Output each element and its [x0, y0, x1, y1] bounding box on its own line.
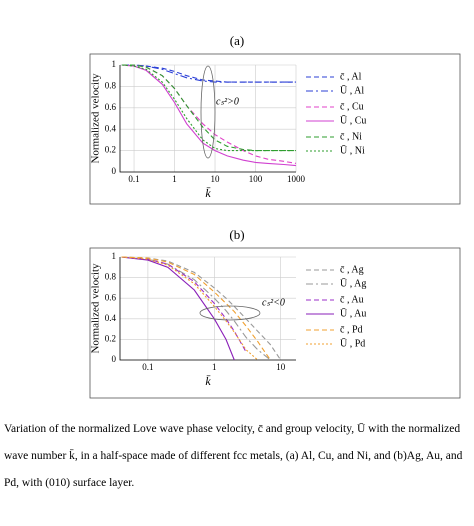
series-line: [121, 256, 259, 361]
y-tick-label: 1: [112, 59, 117, 69]
legend-label: c̄ , Ag: [340, 264, 364, 275]
legend-label: Ū , Pd: [340, 337, 365, 349]
series-line: [121, 64, 296, 83]
legend-label: Ū , Cu: [340, 114, 366, 126]
x-tick-label: 10: [276, 362, 286, 372]
legend-label: c̄ , Ni: [340, 131, 362, 142]
x-axis-label: k̄: [205, 186, 211, 200]
series-line: [121, 256, 247, 353]
y-tick-label: 0.8: [105, 80, 117, 90]
legend-label: Ū , Ag: [340, 277, 366, 289]
legend-label: Ū , Au: [340, 307, 366, 319]
y-tick-label: 0.6: [105, 102, 117, 112]
series-line: [121, 64, 297, 167]
legend-label: c̄ , Au: [340, 294, 364, 305]
caption: Variation of the normalized Love wave ph…: [4, 423, 463, 489]
x-tick-label: 0.1: [142, 362, 153, 372]
panel-frame: [89, 53, 461, 205]
y-tick-label: 0.2: [105, 145, 116, 155]
panel-label: (a): [230, 33, 244, 48]
y-tick-label: 0.4: [105, 313, 117, 323]
y-axis-label: Normalized velocity: [90, 73, 102, 164]
x-tick-label: 1: [172, 174, 177, 184]
x-tick-label: 1000: [287, 174, 306, 184]
x-tick-label: 1: [212, 362, 217, 372]
axes: [119, 257, 296, 361]
y-tick-label: 0: [112, 354, 117, 364]
legend-label: c̄ , Pd: [340, 324, 363, 335]
series-line: [121, 256, 271, 361]
legend-label: Ū , Ni: [340, 144, 365, 156]
series-line: [121, 64, 296, 152]
series-line: [121, 256, 271, 361]
axes: [119, 65, 296, 173]
annotation-ellipse: [199, 305, 261, 321]
x-tick-label: 10: [211, 174, 221, 184]
annotation: cₛ²>0: [216, 96, 239, 107]
legend-label: c̄ , Cu: [340, 101, 364, 112]
y-tick-label: 0.2: [105, 333, 116, 343]
legend-label: Ū , Al: [340, 84, 364, 96]
annotation: cₛ²<0: [262, 297, 285, 308]
series-line: [121, 64, 297, 164]
y-tick-label: 0.8: [105, 272, 117, 282]
figure: (a)00.20.40.60.810.1 1 10 100 1000k̄Normaliz…: [89, 33, 461, 399]
y-tick-label: 0.4: [105, 123, 117, 133]
y-tick-label: 1: [112, 251, 117, 261]
legend-label: c̄ , Al: [340, 71, 362, 82]
x-tick-label: 0.1: [128, 174, 139, 184]
series-line: [121, 256, 235, 361]
series-line: [121, 256, 282, 361]
x-axis-label: k̄: [205, 374, 211, 388]
annotation-ellipse: [200, 65, 216, 159]
y-tick-label: 0.6: [105, 292, 117, 302]
panel-frame: [89, 247, 461, 399]
y-axis-label: Normalized velocity: [90, 263, 102, 354]
y-tick-label: 0: [112, 166, 117, 176]
panel-label: (b): [229, 227, 244, 242]
x-tick-label: 100: [249, 174, 263, 184]
